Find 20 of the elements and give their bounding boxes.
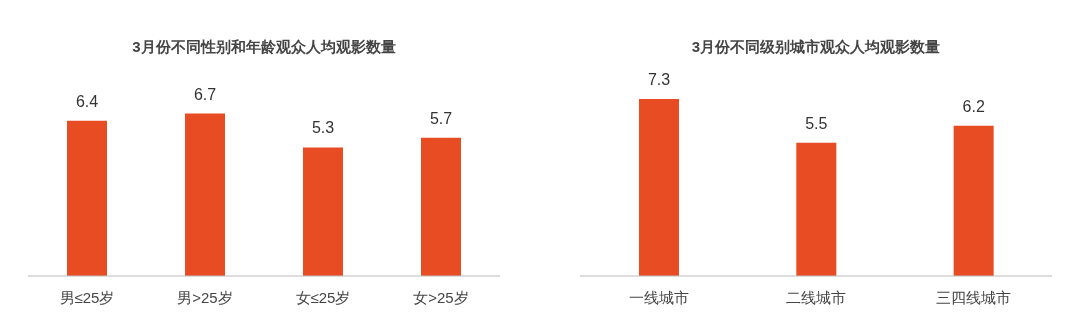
data-label: 6.7 bbox=[193, 85, 217, 103]
bar bbox=[303, 147, 343, 276]
data-label: 7.3 bbox=[647, 70, 671, 88]
bar bbox=[67, 120, 107, 276]
x-tick-label: 男>25岁 bbox=[177, 288, 233, 306]
chart-title: 3月份不同级别城市观众人均观影数量 bbox=[690, 38, 942, 57]
x-tick-label: 男≤25岁 bbox=[59, 288, 115, 306]
x-tick-label: 女≤25岁 bbox=[295, 288, 351, 306]
x-tick-label: 女>25岁 bbox=[413, 288, 469, 306]
data-label: 5.5 bbox=[805, 114, 828, 132]
data-label: 5.7 bbox=[429, 109, 453, 127]
data-label: 6.2 bbox=[962, 97, 985, 115]
x-tick-label: 三四线城市 bbox=[935, 288, 1011, 306]
data-label: 5.3 bbox=[311, 119, 335, 137]
data-label: 6.4 bbox=[75, 92, 99, 110]
x-tick-label: 一线城市 bbox=[628, 288, 689, 306]
bar bbox=[185, 113, 225, 276]
bar bbox=[421, 137, 461, 276]
chart-title: 3月份不同性别和年龄观众人均观影数量 bbox=[131, 38, 397, 57]
x-tick-label: 二线城市 bbox=[786, 288, 846, 306]
